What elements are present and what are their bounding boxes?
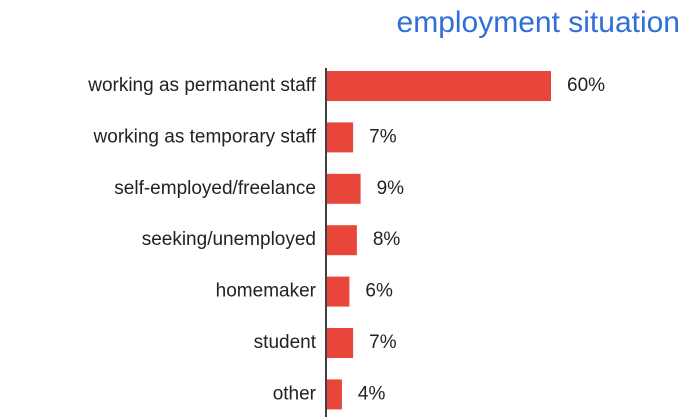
value-label: 7% [369,126,397,147]
category-label: working as permanent staff [87,75,316,96]
bar [327,328,354,358]
category-label: homemaker [216,281,317,302]
bar [327,379,342,410]
bar [327,122,354,153]
value-label: 8% [373,229,401,250]
value-label: 7% [369,332,397,353]
bar [327,173,361,204]
category-label: seeking/unemployed [142,229,316,250]
value-label: 60% [567,75,605,96]
chart-title: employment situation [397,6,680,39]
value-label: 6% [365,281,393,302]
bar [327,71,551,101]
category-label: working as temporary staff [93,126,317,147]
category-label: student [254,332,317,353]
value-label: 9% [377,178,405,199]
category-label: self-employed/freelance [114,178,316,199]
value-label: 4% [358,383,386,404]
bar [327,225,357,256]
bar [327,276,350,307]
category-label: other [273,383,317,404]
